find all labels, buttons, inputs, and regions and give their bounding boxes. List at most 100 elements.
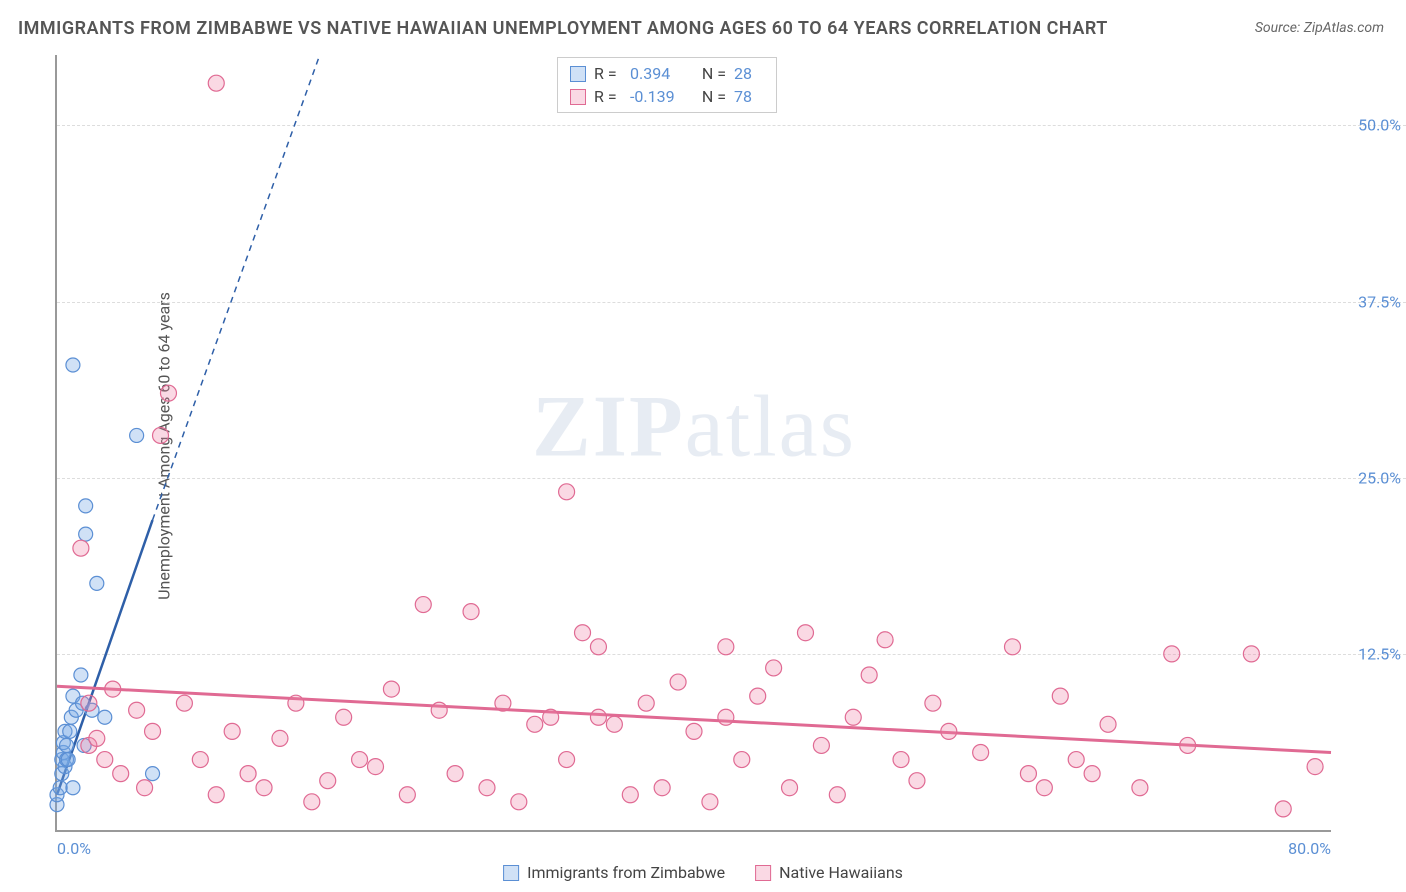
data-point: [79, 527, 93, 541]
data-point: [130, 428, 144, 442]
legend-label-series2: Native Hawaiians: [779, 863, 903, 882]
r-value-series1: 0.394: [630, 64, 688, 83]
y-tick-label: 37.5%: [1358, 292, 1401, 311]
data-point: [622, 787, 638, 803]
data-point: [686, 723, 702, 739]
data-point: [559, 752, 575, 768]
data-point: [352, 752, 368, 768]
data-point: [129, 702, 145, 718]
data-point: [1084, 766, 1100, 782]
correlation-stat-box: R = 0.394 N = 28 R = -0.139 N = 78: [557, 57, 777, 113]
r-label: R =: [594, 87, 622, 106]
stat-row-series1: R = 0.394 N = 28: [566, 62, 768, 85]
n-label: N =: [696, 87, 726, 106]
data-point: [224, 723, 240, 739]
x-tick-label: 80.0%: [1288, 839, 1331, 858]
data-point: [718, 639, 734, 655]
legend-item-series1: Immigrants from Zimbabwe: [503, 863, 725, 882]
data-point: [137, 780, 153, 796]
data-point: [813, 737, 829, 753]
data-point: [909, 773, 925, 789]
data-point: [527, 716, 543, 732]
chart-title: IMMIGRANTS FROM ZIMBABWE VS NATIVE HAWAI…: [18, 18, 1108, 39]
data-point: [845, 709, 861, 725]
data-point: [272, 730, 288, 746]
data-point: [782, 780, 798, 796]
chart-container: IMMIGRANTS FROM ZIMBABWE VS NATIVE HAWAI…: [0, 0, 1406, 892]
data-point: [399, 787, 415, 803]
data-point: [61, 753, 75, 767]
data-point: [63, 724, 77, 738]
data-point: [1180, 737, 1196, 753]
data-point: [559, 484, 575, 500]
data-point: [1275, 801, 1291, 817]
data-point: [153, 427, 169, 443]
data-point: [79, 499, 93, 513]
data-point: [670, 674, 686, 690]
data-point: [1005, 639, 1021, 655]
data-point: [590, 639, 606, 655]
data-point: [861, 667, 877, 683]
data-point: [208, 75, 224, 91]
data-point: [543, 709, 559, 725]
data-point: [575, 625, 591, 641]
data-point: [877, 632, 893, 648]
data-point: [829, 787, 845, 803]
legend-item-series2: Native Hawaiians: [755, 863, 903, 882]
data-point: [304, 794, 320, 810]
n-label: N =: [696, 64, 726, 83]
stat-row-series2: R = -0.139 N = 78: [566, 85, 768, 108]
data-point: [606, 716, 622, 732]
data-point: [192, 752, 208, 768]
data-point: [145, 723, 161, 739]
data-point: [415, 597, 431, 613]
data-point: [654, 780, 670, 796]
data-point: [66, 781, 80, 795]
legend-swatch-series2: [755, 865, 771, 881]
data-point: [73, 540, 89, 556]
data-point: [1132, 780, 1148, 796]
legend-swatch-series1: [503, 865, 519, 881]
data-point: [288, 695, 304, 711]
data-point: [750, 688, 766, 704]
data-point: [1052, 688, 1068, 704]
data-point: [89, 730, 105, 746]
data-point: [973, 745, 989, 761]
data-point: [256, 780, 272, 796]
data-point: [1020, 766, 1036, 782]
data-point: [1164, 646, 1180, 662]
y-tick-label: 12.5%: [1358, 644, 1401, 663]
data-point: [941, 723, 957, 739]
data-point: [511, 794, 527, 810]
data-point: [495, 695, 511, 711]
data-point: [368, 759, 384, 775]
data-point: [893, 752, 909, 768]
data-point: [90, 576, 104, 590]
bottom-legend: Immigrants from Zimbabwe Native Hawaiian…: [503, 863, 903, 882]
data-point: [479, 780, 495, 796]
data-point: [734, 752, 750, 768]
data-point: [336, 709, 352, 725]
r-label: R =: [594, 64, 622, 83]
y-tick-label: 50.0%: [1358, 116, 1401, 135]
data-point: [320, 773, 336, 789]
data-point: [638, 695, 654, 711]
data-point: [113, 766, 129, 782]
data-point: [463, 604, 479, 620]
trend-line: [57, 686, 1331, 752]
data-point: [1243, 646, 1259, 662]
data-point: [146, 767, 160, 781]
data-point: [81, 695, 97, 711]
data-point: [105, 681, 121, 697]
data-point: [925, 695, 941, 711]
data-point: [98, 710, 112, 724]
data-point: [240, 766, 256, 782]
swatch-series1: [570, 66, 586, 82]
data-point: [431, 702, 447, 718]
data-point: [718, 709, 734, 725]
legend-label-series1: Immigrants from Zimbabwe: [527, 863, 725, 882]
data-point: [53, 781, 67, 795]
data-point: [1100, 716, 1116, 732]
data-point: [766, 660, 782, 676]
plot-svg: [57, 55, 1331, 830]
